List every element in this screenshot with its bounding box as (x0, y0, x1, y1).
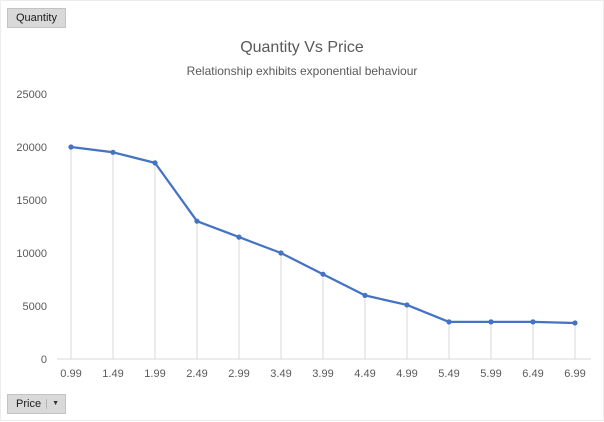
svg-text:6.49: 6.49 (522, 368, 543, 380)
svg-text:1.49: 1.49 (102, 368, 123, 380)
svg-text:1.99: 1.99 (144, 368, 165, 380)
svg-text:15000: 15000 (16, 195, 47, 207)
dropdown-arrow-icon: ▼ (46, 399, 59, 409)
svg-text:4.49: 4.49 (354, 368, 375, 380)
svg-text:5.99: 5.99 (480, 368, 501, 380)
quantity-field-button[interactable]: Quantity (7, 8, 66, 28)
svg-text:20000: 20000 (16, 142, 47, 154)
price-field-button[interactable]: Price ▼ (7, 394, 66, 414)
svg-text:3.49: 3.49 (270, 368, 291, 380)
svg-text:2.99: 2.99 (228, 368, 249, 380)
svg-text:3.99: 3.99 (312, 368, 333, 380)
svg-text:2.49: 2.49 (186, 368, 207, 380)
quantity-field-label: Quantity (16, 12, 57, 24)
chart-title: Quantity Vs Price (240, 39, 364, 56)
svg-text:5000: 5000 (23, 301, 47, 313)
price-field-label: Price (16, 398, 42, 410)
svg-text:4.99: 4.99 (396, 368, 417, 380)
svg-text:0: 0 (41, 354, 47, 366)
svg-text:0.99: 0.99 (60, 368, 81, 380)
svg-text:6.99: 6.99 (564, 368, 585, 380)
svg-text:5.49: 5.49 (438, 368, 459, 380)
svg-text:25000: 25000 (16, 89, 47, 101)
chart-subtitle: Relationship exhibits exponential behavi… (186, 64, 418, 78)
svg-text:10000: 10000 (16, 248, 47, 260)
